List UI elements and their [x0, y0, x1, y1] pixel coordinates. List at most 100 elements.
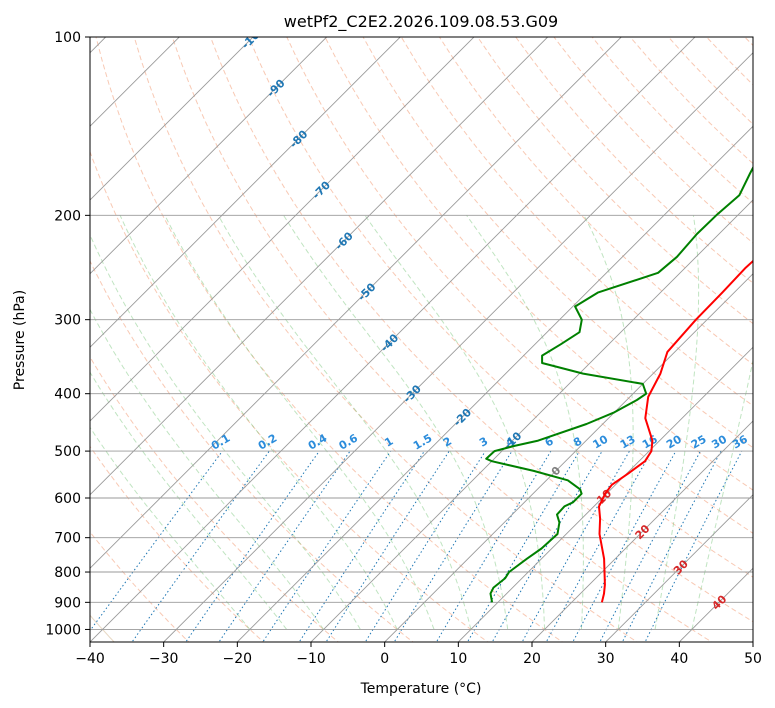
- isotherm: [90, 37, 254, 201]
- moist-adiabat: [90, 233, 361, 630]
- y-tick-label: 200: [54, 208, 81, 224]
- x-tick-label: −20: [223, 651, 253, 667]
- mixing-ratio-line: [262, 450, 392, 642]
- isotherm: [752, 641, 753, 642]
- mixing-ratio-label: 3: [477, 435, 490, 450]
- isotherm-label: -20: [451, 406, 474, 429]
- y-tick-label: 400: [54, 387, 81, 403]
- x-tick-label: 10: [449, 651, 467, 667]
- mixing-ratio-line: [393, 450, 513, 642]
- mixing-ratio-line: [90, 450, 223, 632]
- isotherm: [310, 199, 753, 642]
- x-tick-label: 40: [670, 651, 688, 667]
- gridlines: [0, 10, 753, 642]
- dry-adiabat: [744, 37, 753, 47]
- dry-adiabat: [324, 37, 753, 491]
- isotherm: [0, 10, 59, 642]
- x-tick-label: −40: [75, 651, 105, 667]
- x-tick-label: −10: [296, 651, 326, 667]
- dry-adiabat: [553, 37, 753, 244]
- dry-adiabat: [171, 37, 713, 642]
- temperature-line: [598, 259, 753, 603]
- dry-adiabat: [591, 37, 753, 204]
- y-axis-label: Pressure (hPa): [12, 290, 28, 390]
- isotherm: [457, 346, 753, 642]
- y-tick-label: 800: [54, 565, 81, 581]
- isotherm-label: -70: [310, 178, 333, 201]
- dry-adiabat: [477, 37, 753, 325]
- mixing-ratio-line: [644, 450, 743, 642]
- plot-frame: [89, 36, 754, 643]
- series-lines: [485, 165, 753, 603]
- mixing-ratio-label: 0.4: [306, 431, 330, 452]
- mixing-ratio-line: [298, 450, 425, 642]
- x-tick-label: −30: [149, 651, 179, 667]
- y-tick-label: 600: [54, 491, 81, 507]
- mixing-ratio-label: 20: [664, 432, 684, 451]
- isotherm-label: -80: [287, 127, 310, 150]
- moist-adiabat: [119, 215, 398, 630]
- isotherm: [163, 52, 753, 642]
- dry-adiabat: [248, 37, 753, 578]
- isotherm: [384, 273, 753, 642]
- background-lines: [90, 37, 753, 642]
- dry-adiabat: [515, 37, 753, 284]
- y-tick-label: 900: [54, 595, 81, 611]
- y-axis-ticks: 100 200 300 400 500 600 700 800 900 1000: [45, 30, 90, 638]
- mixing-ratio-line: [466, 450, 580, 642]
- moist-adiabat: [217, 215, 472, 630]
- dry-adiabat: [90, 356, 339, 642]
- y-tick-label: 300: [54, 313, 81, 329]
- dry-adiabat: [95, 37, 564, 642]
- isotherm: [236, 125, 753, 642]
- moist-adiabat: [283, 215, 509, 630]
- dry-adiabat: [286, 37, 753, 534]
- dry-adiabat: [438, 37, 753, 366]
- mixing-ratio-line: [185, 450, 320, 642]
- y-tick-label: 700: [54, 531, 81, 547]
- x-tick-label: 30: [597, 651, 615, 667]
- moist-adiabat: [691, 358, 753, 630]
- isotherm: [531, 420, 753, 642]
- isotherm: [90, 37, 401, 348]
- mixing-ratio-label: 30: [709, 432, 729, 451]
- mixing-ratio-line: [364, 450, 486, 642]
- mixing-ratio-line: [621, 450, 722, 642]
- mixing-ratio-label: 1.5: [411, 432, 434, 453]
- x-tick-label: 0: [380, 651, 389, 667]
- isotherm-label: 30: [671, 557, 691, 577]
- isotherm: [90, 37, 475, 422]
- isotherm: [90, 37, 180, 127]
- x-tick-label: 20: [523, 651, 541, 667]
- isotherm: [605, 494, 753, 642]
- isotherm: [90, 37, 696, 642]
- isotherm: [90, 37, 622, 569]
- y-tick-label: 500: [54, 444, 81, 460]
- dry-adiabat: [362, 37, 753, 449]
- dewpoint-line: [485, 165, 753, 603]
- dry-adiabat: [210, 37, 753, 623]
- mixing-ratio-line: [572, 450, 677, 642]
- isotherm-label: 40: [709, 592, 729, 612]
- mixing-ratio-line: [218, 450, 351, 642]
- x-axis-label: Temperature (°C): [360, 681, 482, 697]
- mixing-ratio-line: [131, 450, 270, 642]
- moist-adiabat: [90, 308, 325, 630]
- dry-adiabat: [90, 445, 265, 642]
- dry-adiabat: [90, 150, 489, 642]
- x-axis-ticks: −40 −30 −20 −10 0 10 20 30 40 50: [75, 642, 762, 667]
- mixing-ratio-label: 10: [590, 432, 610, 451]
- mixing-ratio-line: [599, 450, 701, 642]
- dry-adiabat: [706, 37, 753, 86]
- moist-adiabat: [90, 426, 251, 630]
- isotherm-label: -40: [378, 331, 401, 354]
- isotherm: [90, 37, 328, 275]
- mixing-ratio-label: 8: [571, 435, 584, 450]
- x-tick-label: 50: [744, 651, 762, 667]
- mixing-ratio-label: 25: [689, 433, 709, 452]
- chart-title: wetPf2_C2E2.2026.109.08.53.G09: [284, 12, 558, 32]
- isotherm: [678, 567, 753, 642]
- background-labels: 0.1 0.2 0.4 0.6 1 1.5 2 3 4 6 8 10 13 16 20 25 30 36-100-…: [209, 37, 750, 613]
- y-tick-label: 100: [54, 30, 81, 46]
